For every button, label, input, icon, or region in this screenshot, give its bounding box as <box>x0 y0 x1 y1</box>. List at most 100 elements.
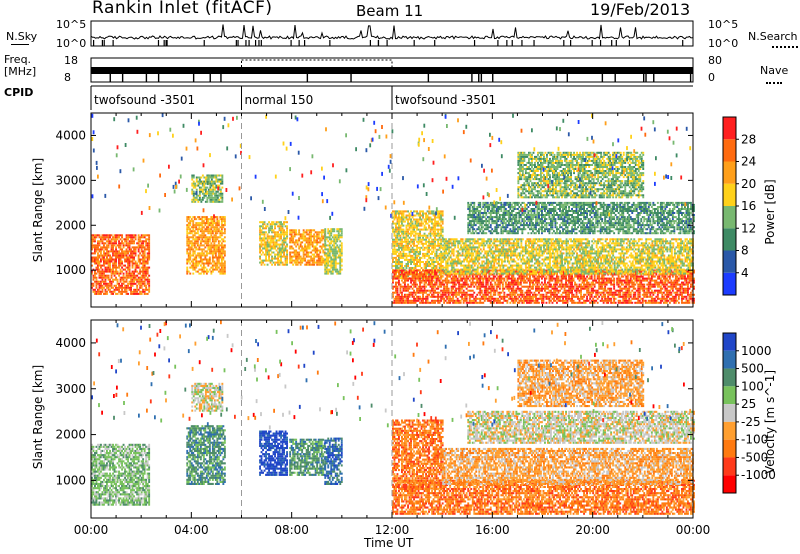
data-cell <box>138 234 140 236</box>
data-cell <box>221 183 223 185</box>
data-cell <box>105 242 107 244</box>
data-cell <box>115 246 117 248</box>
data-cell <box>194 269 196 271</box>
data-cell <box>147 269 149 271</box>
data-cell <box>207 226 209 228</box>
data-cell <box>197 185 199 187</box>
data-cell <box>203 244 205 246</box>
data-cell <box>145 240 147 242</box>
data-cell <box>199 179 201 181</box>
data-cell <box>215 234 217 236</box>
data-cell <box>118 250 120 252</box>
data-cell <box>265 256 267 258</box>
data-cell <box>203 185 205 187</box>
data-cell <box>221 261 223 263</box>
data-cell <box>268 231 270 233</box>
data-cell <box>124 269 126 271</box>
data-cell <box>99 269 101 271</box>
data-cell <box>193 177 195 179</box>
data-cell <box>115 265 117 267</box>
data-cell <box>193 175 195 177</box>
data-cell <box>224 255 226 257</box>
data-cell <box>112 287 114 289</box>
data-cell <box>144 281 146 283</box>
data-cell <box>295 229 297 231</box>
data-cell <box>192 261 194 263</box>
data-cell <box>222 226 224 228</box>
data-cell <box>203 265 205 267</box>
data-cell <box>189 224 191 226</box>
data-cell <box>126 271 128 273</box>
data-cell <box>300 264 302 266</box>
data-cell <box>121 263 123 265</box>
data-cell <box>283 254 285 256</box>
data-cell <box>192 236 194 238</box>
data-cell <box>201 224 203 226</box>
data-cell <box>283 244 285 246</box>
data-cell <box>268 252 270 254</box>
data-cell <box>276 241 278 243</box>
data-cell <box>114 275 116 277</box>
data-cell <box>111 257 113 259</box>
data-cell <box>132 255 134 257</box>
data-cell <box>224 261 226 263</box>
data-cell <box>144 265 146 267</box>
data-cell <box>138 248 140 250</box>
data-cell <box>192 220 194 222</box>
data-cell <box>222 238 224 240</box>
data-cell <box>306 250 308 252</box>
nsky-strip-frame <box>91 21 693 46</box>
data-cell <box>224 236 226 238</box>
data-cell <box>99 242 101 244</box>
data-cell <box>203 226 205 228</box>
data-cell <box>191 240 193 242</box>
data-cell <box>209 269 211 271</box>
data-cell <box>274 256 276 258</box>
data-cell <box>209 257 211 259</box>
data-cell <box>283 252 285 254</box>
data-cell <box>144 236 146 238</box>
data-cell <box>198 226 200 228</box>
data-cell <box>135 238 137 240</box>
data-cell <box>136 291 138 293</box>
data-cell <box>96 273 98 275</box>
data-cell <box>201 261 203 263</box>
data-cell <box>221 177 223 179</box>
data-cell <box>273 221 275 223</box>
data-cell <box>262 252 264 254</box>
data-cell <box>142 242 144 244</box>
data-cell <box>129 263 131 265</box>
data-cell <box>96 277 98 279</box>
data-cell <box>198 238 200 240</box>
data-cell <box>221 187 223 189</box>
data-cell <box>102 289 104 291</box>
data-cell <box>109 265 111 267</box>
data-cell <box>215 193 217 195</box>
data-cell <box>216 218 218 220</box>
data-cell <box>144 250 146 252</box>
data-cell <box>132 285 134 287</box>
data-cell <box>216 232 218 234</box>
data-cell <box>197 265 199 267</box>
data-cell <box>224 269 226 271</box>
data-cell <box>100 283 102 285</box>
data-cell <box>99 234 101 236</box>
data-cell <box>286 252 288 254</box>
data-cell <box>111 277 113 279</box>
data-cell <box>203 273 205 275</box>
data-cell <box>100 250 102 252</box>
data-cell <box>148 244 150 246</box>
data-cell <box>280 237 282 239</box>
data-cell <box>102 248 104 250</box>
data-cell <box>136 287 138 289</box>
data-cell <box>118 236 120 238</box>
data-cell <box>121 261 123 263</box>
data-cell <box>189 259 191 261</box>
data-cell <box>207 271 209 273</box>
data-cell <box>145 275 147 277</box>
data-cell <box>115 277 117 279</box>
data-cell <box>147 293 149 295</box>
data-cell <box>118 283 120 285</box>
data-cell <box>93 285 95 287</box>
data-cell <box>99 257 101 259</box>
